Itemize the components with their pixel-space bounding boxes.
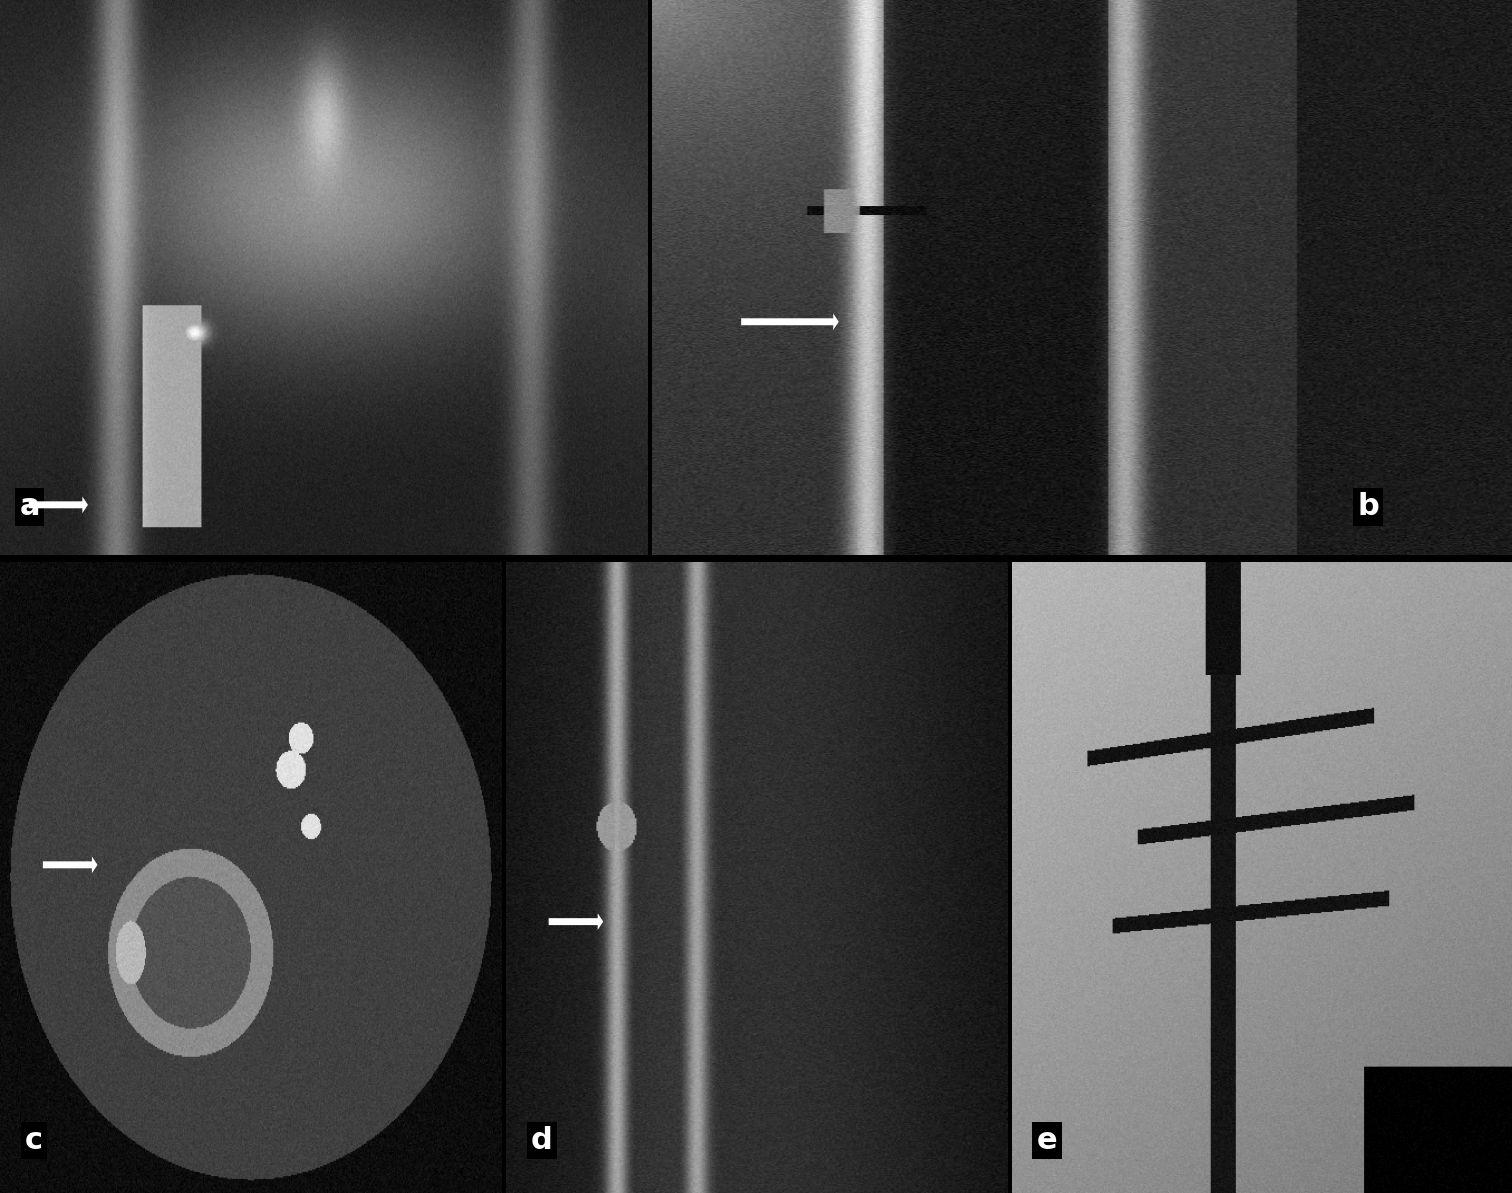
Text: c: c <box>26 1126 42 1155</box>
Text: a: a <box>20 493 39 521</box>
Text: b: b <box>1358 493 1379 521</box>
Text: e: e <box>1037 1126 1057 1155</box>
Text: d: d <box>531 1126 552 1155</box>
